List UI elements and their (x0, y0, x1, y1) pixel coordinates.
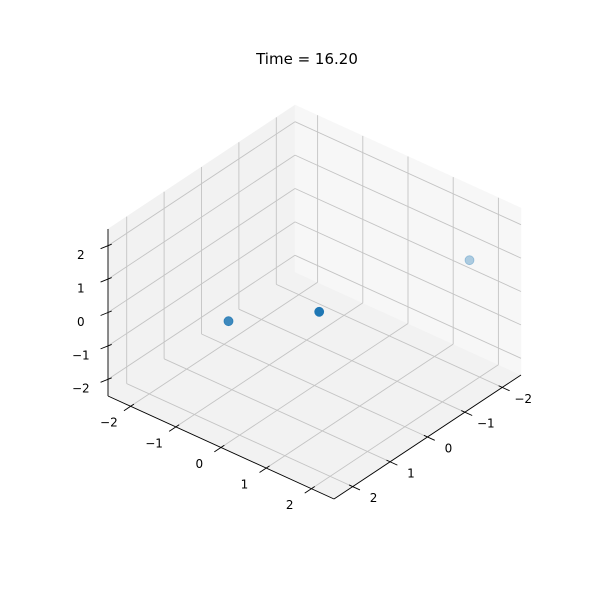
grid-line-z-rightwall-2 (294, 188, 522, 292)
z-tick-label-2: 0 (77, 315, 85, 329)
x-tick-label-4: 2 (370, 491, 378, 505)
grid-line-z-rightwall-3 (294, 154, 522, 259)
grid-line-y-floor-1 (175, 302, 364, 428)
grid-lines (107, 115, 522, 490)
grid-line-z-leftwall-1 (107, 221, 296, 347)
x-tick-2 (423, 434, 435, 441)
x-tick-1 (461, 410, 473, 416)
plot-3d: −2 −1 0 1 2 −2 −1 0 1 2 −2 −1 0 1 2 (72, 104, 532, 512)
grid-line-z-leftwall-4 (107, 121, 296, 247)
data-point-1 (314, 306, 325, 317)
z-tick-label-1: −1 (72, 348, 90, 362)
y-tick-1 (168, 424, 180, 432)
x-tick-0 (498, 385, 510, 392)
x-tick-label-3: 1 (407, 466, 415, 480)
z-tick-label-0: −2 (72, 382, 90, 396)
grid-line-y-floor-3 (265, 343, 454, 469)
y-tick-2 (214, 444, 225, 453)
grid-line-z-leftwall-3 (107, 154, 296, 280)
y-tick-label-3: 1 (241, 478, 249, 492)
z-tick-3 (100, 277, 112, 283)
z-tick-label-4: 2 (77, 248, 85, 262)
grid-line-y-floor-2 (220, 323, 409, 448)
grid-line-z-rightwall-4 (294, 121, 522, 226)
chart-title: Time = 16.20 (255, 50, 358, 68)
y-tick-label-4: 2 (286, 498, 294, 512)
z-tick-label-3: 1 (77, 282, 85, 296)
y-tick-3 (259, 465, 270, 473)
z-tick-2 (100, 310, 112, 316)
y-tick-label-0: −2 (100, 416, 118, 430)
grid-line-y-floor-0 (130, 281, 318, 407)
z-tick-0 (100, 377, 112, 383)
x-tick-label-1: −1 (477, 417, 495, 431)
y-tick-4 (304, 486, 315, 494)
z-tick-1 (100, 343, 112, 350)
grid-line-z-leftwall-2 (107, 188, 296, 313)
x-tick-3 (386, 459, 398, 466)
grid-line-z-leftwall-0 (107, 254, 296, 380)
y-tick-label-2: 0 (195, 457, 203, 471)
x-tick-label-0: −2 (514, 392, 532, 406)
x-tick-4 (348, 484, 361, 491)
tick-marks (100, 243, 510, 494)
data-points (223, 255, 475, 327)
grid-line-z-rightwall-1 (294, 221, 522, 326)
data-point-2 (223, 316, 234, 327)
z-tick-4 (100, 243, 112, 250)
tick-labels: −2 −1 0 1 2 −2 −1 0 1 2 −2 −1 0 1 2 (72, 248, 532, 512)
x-tick-label-2: 0 (445, 442, 453, 456)
data-point-0 (464, 255, 475, 266)
grid-line-z-rightwall-0 (294, 254, 522, 359)
y-tick-0 (123, 403, 135, 412)
y-tick-label-1: −1 (145, 436, 163, 450)
grid-line-y-floor-4 (311, 364, 499, 490)
